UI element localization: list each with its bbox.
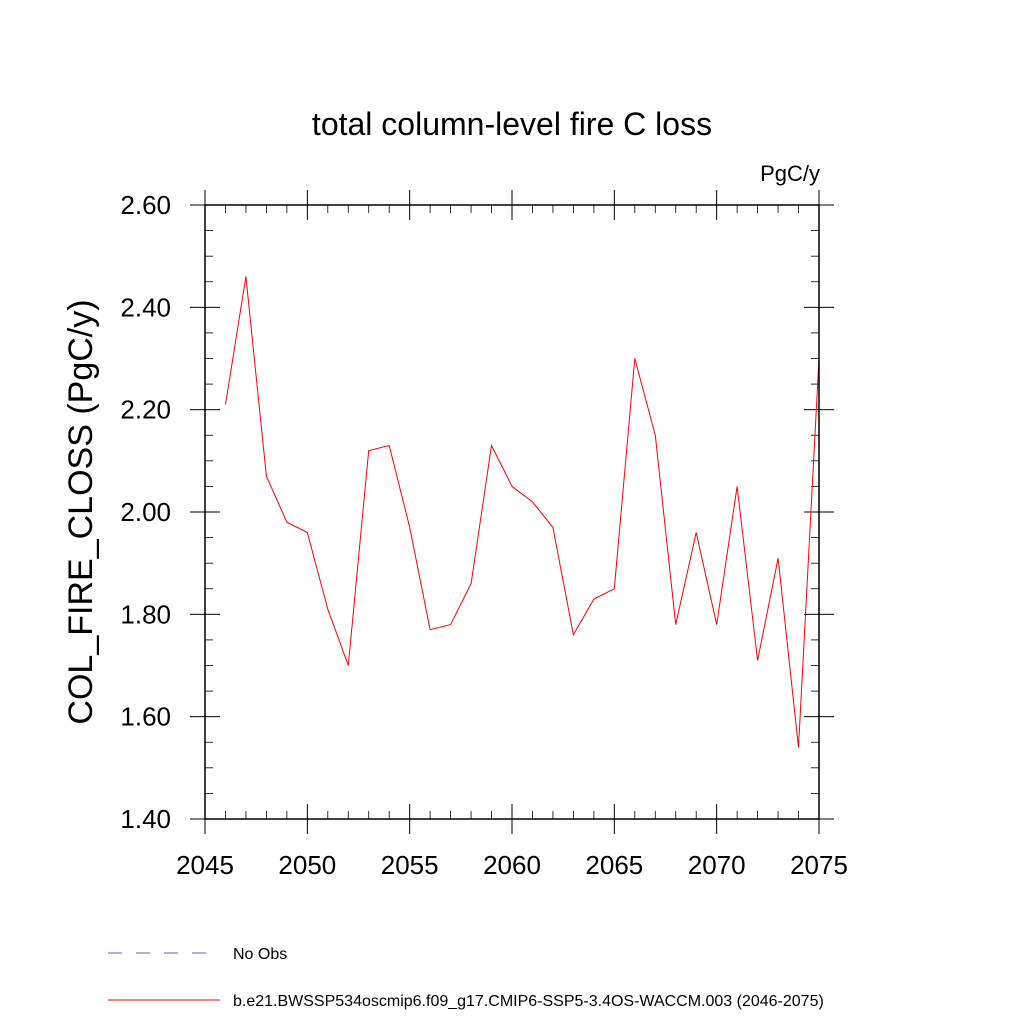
x-tick-label: 2045 [176,850,234,880]
y-tick-label: 2.40 [120,292,171,322]
y-tick-label: 1.80 [120,599,171,629]
y-axis-label: COL_FIRE_CLOSS (PgC/y) [62,299,100,724]
x-tick-label: 2060 [483,850,541,880]
units-label: PgC/y [760,161,820,186]
y-tick-label: 2.20 [120,395,171,425]
x-tick-label: 2050 [278,850,336,880]
axis-tick-labels: 2045 2050 2055 2060 2065 2070 2075 1.40 1.60 1.80… [120,190,848,880]
series-line-0 [225,276,820,748]
y-tick-label: 2.60 [120,190,171,220]
y-tick-label: 2.00 [120,497,171,527]
y-tick-label: 1.60 [120,702,171,732]
series-lines [225,276,820,748]
legend-label-model: b.e21.BWSSP534oscmip6.f09_g17.CMIP6-SSP5… [233,993,824,1010]
x-tick-label: 2070 [688,850,746,880]
legend-label-no-obs: No Obs [233,946,287,963]
y-tick-label: 1.40 [120,804,171,834]
x-tick-label: 2055 [381,850,439,880]
plot-frame [204,204,820,820]
chart-title: total column-level fire C loss [312,106,712,142]
x-tick-label: 2075 [790,850,848,880]
x-tick-label: 2065 [585,850,643,880]
legend: No Obs b.e21.BWSSP534oscmip6.f09_g17.CMI… [108,946,824,1010]
axis-ticks [190,190,834,834]
